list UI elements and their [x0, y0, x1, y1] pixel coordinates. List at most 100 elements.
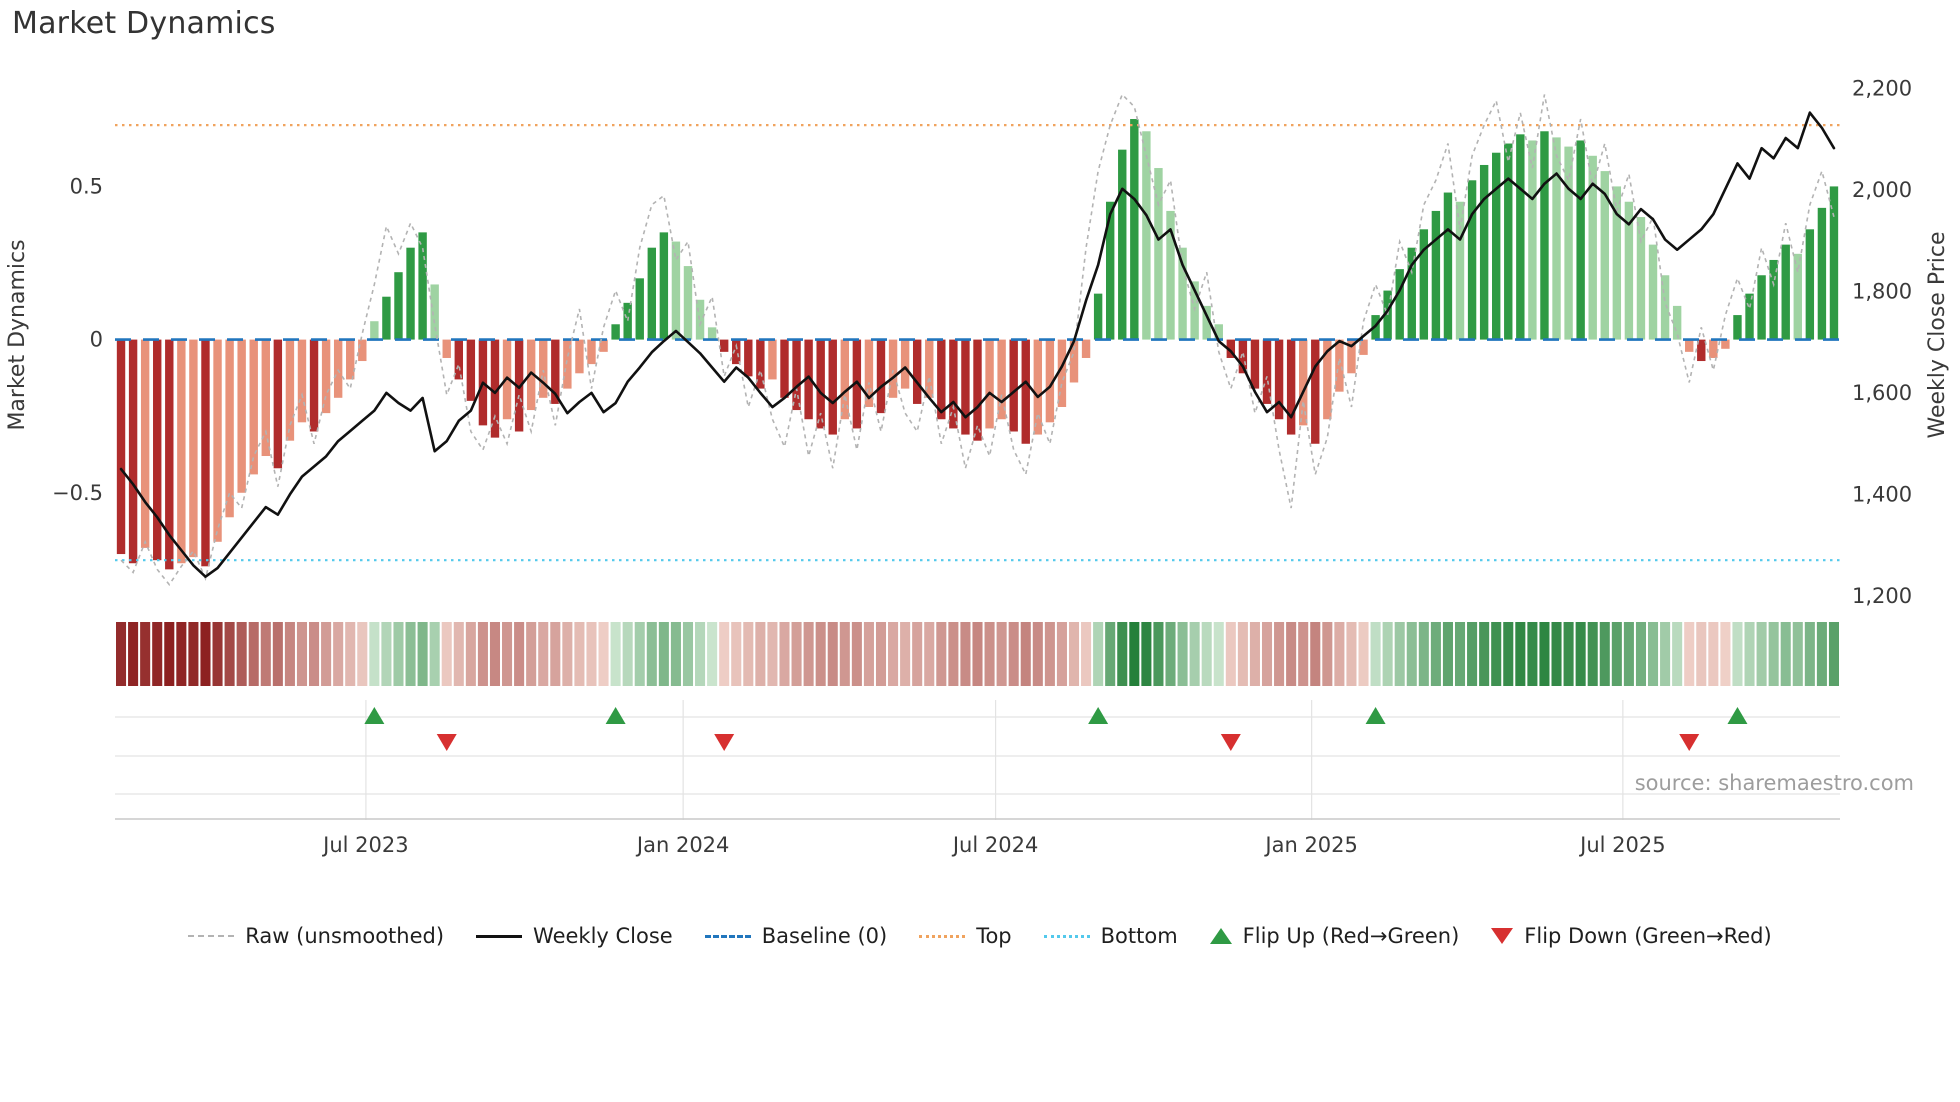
- right-y-tick-label: 1,400: [1852, 482, 1912, 506]
- heatmap-cell: [1828, 622, 1839, 686]
- oscillator-bar: [937, 339, 946, 420]
- oscillator-bar: [647, 247, 657, 340]
- oscillator-bar: [201, 339, 210, 567]
- oscillator-bar: [406, 247, 415, 340]
- heatmap-cell: [1081, 622, 1092, 686]
- oscillator-bar: [840, 339, 850, 420]
- oscillator-bar: [671, 241, 681, 340]
- reference-lines: [115, 124, 1840, 562]
- heatmap-cell: [863, 622, 874, 686]
- flip-down-marker: [436, 734, 457, 751]
- heatmap-cell: [888, 622, 899, 686]
- heatmap-cell: [1237, 622, 1248, 686]
- oscillator-bar: [1226, 339, 1236, 358]
- heatmap-cell: [562, 622, 573, 686]
- oscillator-bar: [370, 321, 379, 340]
- x-tick-label: Jul 2025: [1578, 833, 1665, 857]
- heatmap-cell: [755, 622, 766, 686]
- heatmap-cell: [1479, 622, 1490, 686]
- oscillator-bar: [1142, 131, 1151, 340]
- oscillator-bar: [707, 327, 717, 340]
- heatmap-cell: [707, 622, 718, 686]
- oscillator-bars: [116, 119, 1839, 570]
- heatmap-cell: [309, 622, 320, 686]
- heatmap-cell: [417, 622, 428, 686]
- oscillator-bar: [1105, 201, 1115, 340]
- oscillator-bar: [213, 339, 222, 542]
- heatmap-cell: [200, 622, 211, 686]
- oscillator-bar: [1238, 339, 1248, 374]
- oscillator-bar: [719, 339, 729, 352]
- oscillator-bar: [816, 339, 825, 429]
- heatmap-cell: [538, 622, 549, 686]
- oscillator-bar: [273, 339, 283, 469]
- oscillator-bar: [1467, 180, 1477, 340]
- oscillator-bar: [1829, 186, 1839, 340]
- heatmap-cell: [1454, 622, 1466, 686]
- baseline-swatch-icon: [704, 934, 751, 938]
- heatmap-cell: [1491, 622, 1502, 686]
- heatmap-cell: [1165, 622, 1176, 686]
- oscillator-bar: [237, 339, 246, 493]
- heatmap-cell: [1044, 622, 1055, 686]
- heatmap-cell: [815, 622, 826, 686]
- heatmap-cell: [646, 622, 657, 686]
- left-y-tick-label: 0.5: [70, 174, 103, 198]
- oscillator-bar: [1069, 339, 1079, 383]
- oscillator-bar: [864, 339, 874, 407]
- heatmap-cell: [948, 622, 959, 686]
- legend-label: Top: [976, 924, 1012, 948]
- oscillator-bar: [1552, 137, 1561, 340]
- heatmap-cell: [622, 622, 633, 686]
- heatmap-cell: [1611, 622, 1622, 686]
- momentum-heat-strip: [116, 622, 1839, 686]
- left-y-tick-label: −0.5: [52, 481, 103, 505]
- oscillator-bar: [575, 339, 584, 374]
- oscillator-bar: [611, 324, 620, 340]
- heatmap-cell: [1068, 622, 1080, 686]
- oscillator-bar: [1009, 339, 1018, 432]
- top-line-swatch-icon: [919, 934, 966, 938]
- oscillator-bar: [140, 339, 150, 548]
- oscillator-bar: [1033, 339, 1043, 435]
- heatmap-cell: [827, 622, 838, 686]
- oscillator-bar: [394, 272, 403, 340]
- oscillator-bar: [551, 339, 560, 404]
- oscillator-bar: [1347, 339, 1356, 374]
- oscillator-bar: [985, 339, 994, 429]
- oscillator-bar: [563, 339, 572, 389]
- heatmap-cell: [164, 622, 175, 686]
- oscillator-bar: [128, 339, 138, 564]
- legend-item-flip-up: Flip Up (Red→Green): [1209, 924, 1459, 948]
- oscillator-bar: [1612, 186, 1622, 340]
- heatmap-cell: [574, 622, 585, 686]
- oscillator-bar: [1781, 244, 1790, 340]
- heatmap-cell: [345, 622, 356, 686]
- heatmap-cell: [1442, 622, 1453, 686]
- oscillator-bar: [418, 232, 427, 340]
- oscillator-bar: [1540, 131, 1549, 340]
- heatmap-cell: [984, 622, 995, 686]
- heatmap-cell: [1261, 622, 1273, 686]
- oscillator-bar: [1081, 339, 1091, 358]
- oscillator-bar: [1588, 155, 1597, 340]
- heatmap-cell: [1647, 622, 1659, 686]
- oscillator-bar: [1419, 229, 1429, 340]
- heatmap-cell: [1346, 622, 1357, 686]
- heatmap-cell: [586, 622, 597, 686]
- heatmap-cell: [1298, 622, 1309, 686]
- oscillator-bar: [1311, 339, 1320, 444]
- heatmap-cell: [1804, 622, 1815, 686]
- flip-up-marker: [1365, 707, 1386, 724]
- heatmap-cell: [1768, 622, 1779, 686]
- oscillator-bar: [888, 339, 898, 398]
- heatmap-cell: [224, 622, 235, 686]
- heatmap-cell: [526, 622, 537, 686]
- heatmap-cell: [321, 622, 332, 686]
- oscillator-bar: [1455, 201, 1465, 340]
- oscillator-bar: [285, 339, 295, 441]
- oscillator-bar: [1118, 149, 1127, 340]
- heatmap-cell: [296, 622, 308, 686]
- oscillator-bar: [1021, 339, 1030, 444]
- heatmap-cell: [1708, 622, 1719, 686]
